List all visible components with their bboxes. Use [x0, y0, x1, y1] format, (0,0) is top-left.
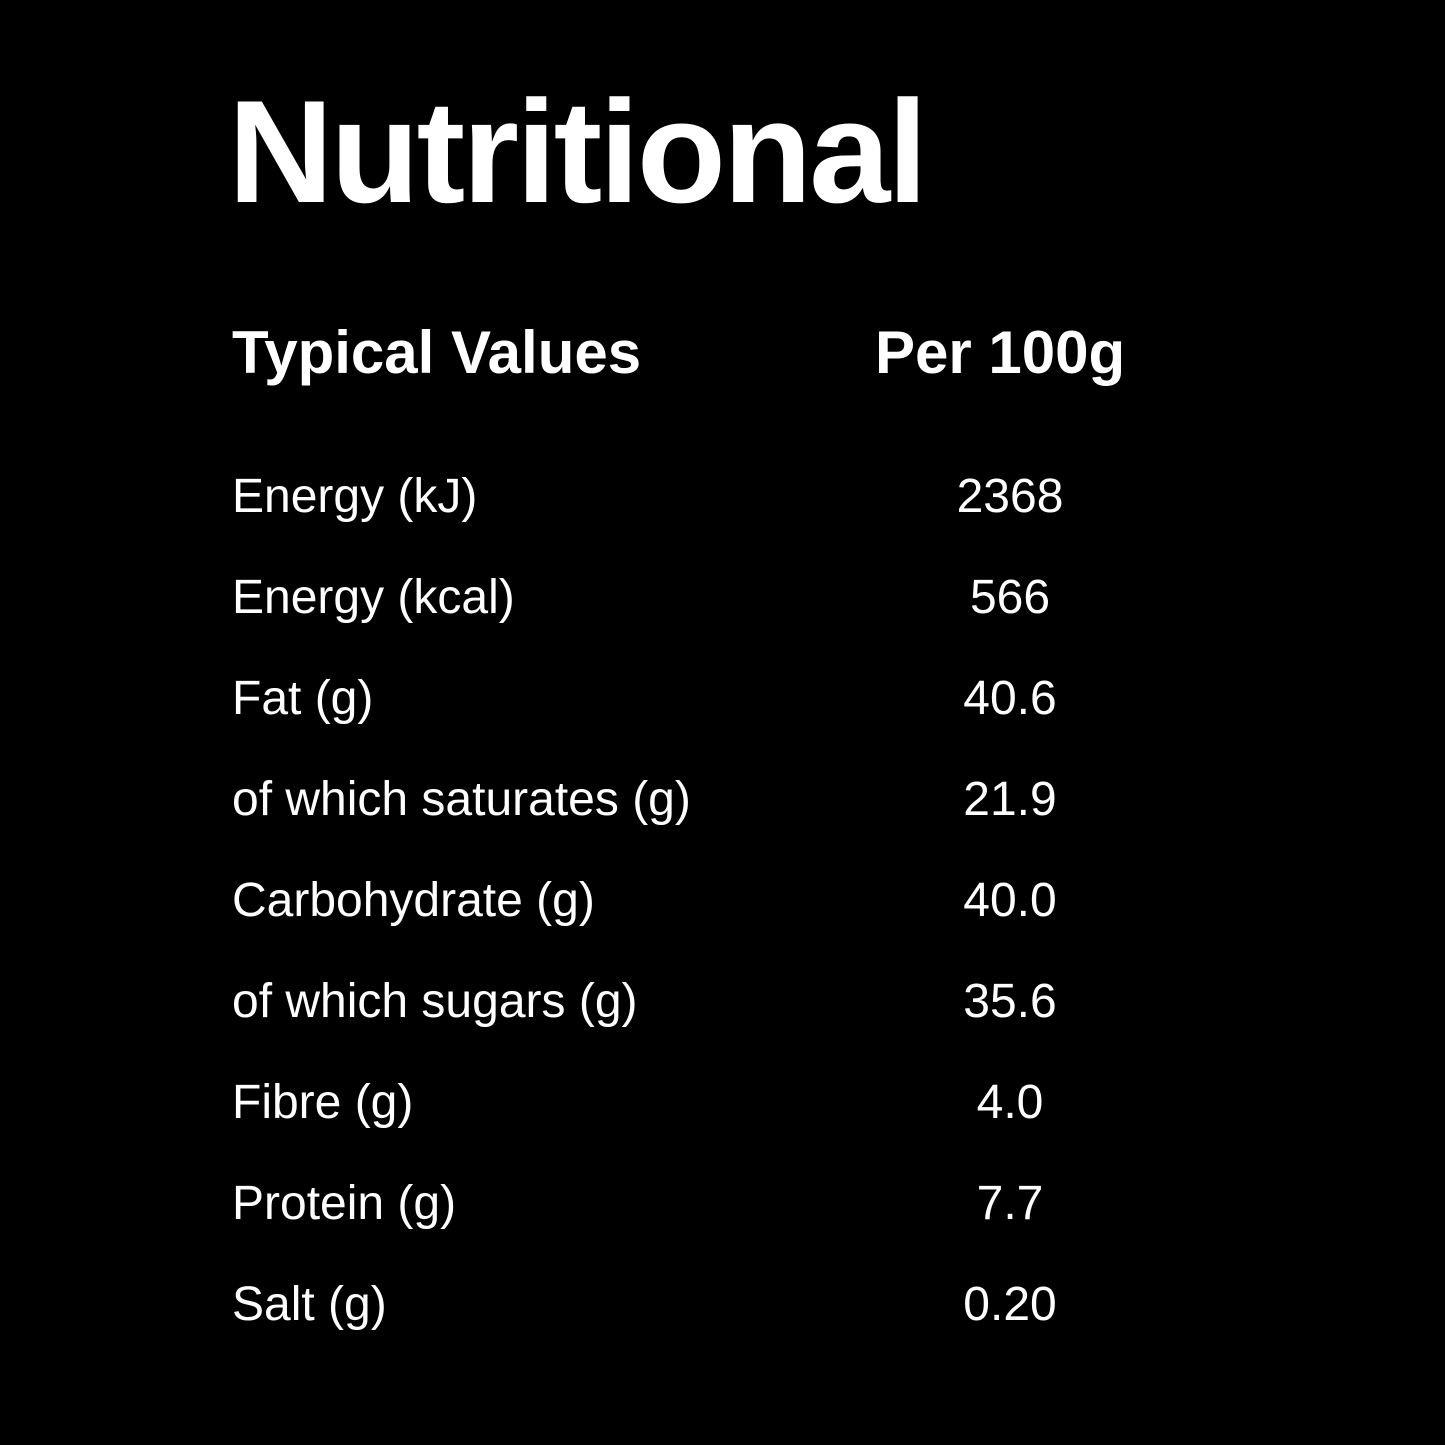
nutrient-label: Protein (g) — [232, 1177, 457, 1230]
nutrient-value: 4.0 — [976, 1076, 1044, 1129]
nutrient-label: Carbohydrate (g) — [232, 874, 595, 927]
title: Nutritional — [228, 70, 928, 233]
column-header: Typical Values — [232, 319, 642, 386]
nutrient-value: 40.0 — [963, 874, 1057, 927]
column-header: Per 100g — [875, 319, 1126, 386]
nutrient-value: 7.7 — [976, 1177, 1044, 1230]
nutrient-value: 2368 — [956, 470, 1064, 523]
nutrient-label: Fibre (g) — [232, 1076, 414, 1129]
nutrient-label: of which sugars (g) — [232, 975, 638, 1028]
nutrient-value: 0.20 — [963, 1278, 1057, 1331]
nutrient-label: Energy (kcal) — [232, 571, 515, 624]
nutrient-label: Energy (kJ) — [232, 470, 478, 523]
nutrient-value: 40.6 — [963, 672, 1057, 725]
nutrient-label: of which saturates (g) — [232, 773, 691, 826]
nutrient-value: 21.9 — [963, 773, 1057, 826]
nutrient-label: Fat (g) — [232, 672, 374, 725]
nutrient-value: 35.6 — [963, 975, 1057, 1028]
nutrient-value: 566 — [969, 571, 1051, 624]
nutrient-label: Salt (g) — [232, 1278, 387, 1331]
